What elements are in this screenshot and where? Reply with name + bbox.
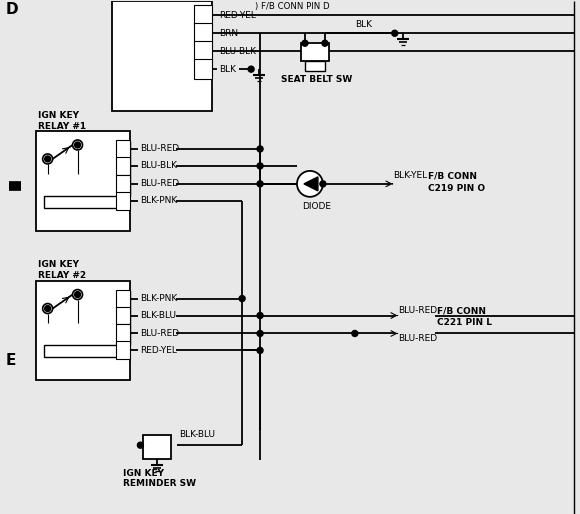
Bar [117,192,130,210]
Text: F/B CONN: F/B CONN [427,171,477,180]
Bar [118,290,130,345]
Circle shape [72,140,82,150]
Text: E: E [6,353,16,368]
Bar [44,345,118,357]
Text: BLU-RED: BLU-RED [398,334,437,343]
Circle shape [75,142,81,148]
Bar [117,140,130,158]
Circle shape [45,156,50,162]
Circle shape [297,171,323,197]
Circle shape [257,313,263,319]
Bar [194,5,212,25]
Text: BLK-PNK: BLK-PNK [140,196,177,205]
Text: F/B CONN: F/B CONN [437,306,485,315]
Text: BLU-RED: BLU-RED [398,306,437,315]
Text: BLU-RED: BLU-RED [140,144,180,154]
Circle shape [43,154,53,164]
Polygon shape [304,177,318,191]
Text: IGN KEY: IGN KEY [38,260,79,269]
Text: BLK-BLU: BLK-BLU [179,430,215,439]
Bar [117,175,130,193]
Text: BLK-YEL: BLK-YEL [393,171,427,180]
Bar [194,41,212,61]
Text: C221 PIN L: C221 PIN L [437,318,492,327]
Text: BLU-RED: BLU-RED [140,329,180,338]
Circle shape [45,305,50,311]
Circle shape [257,331,263,337]
Text: C219 PIN O: C219 PIN O [427,185,485,193]
Text: BRN: BRN [219,29,238,38]
Circle shape [257,347,263,354]
Bar [117,341,130,359]
Text: SEAT BELT SW: SEAT BELT SW [281,75,352,84]
Circle shape [320,181,326,187]
Circle shape [137,442,143,448]
Text: RED-YEL: RED-YEL [219,11,256,20]
Bar [194,23,212,43]
Text: BLK-BLU: BLK-BLU [140,311,176,320]
Circle shape [257,181,263,187]
Bar [117,157,130,175]
Circle shape [72,289,82,300]
Circle shape [257,163,263,169]
Text: IGN KEY: IGN KEY [124,469,165,478]
Bar [301,43,329,61]
Bar [117,289,130,307]
Bar [44,196,118,208]
Circle shape [322,40,328,46]
Text: RELAY #2: RELAY #2 [38,271,86,280]
Text: IGN KEY: IGN KEY [38,111,79,120]
Circle shape [248,66,254,72]
Text: RED-YEL: RED-YEL [140,346,177,355]
Circle shape [257,146,263,152]
Circle shape [302,40,308,46]
Text: RELAY #1: RELAY #1 [38,121,86,131]
Bar [143,435,171,459]
Bar [35,131,130,231]
Bar [113,2,212,111]
Text: BLK: BLK [355,20,372,29]
Text: D: D [6,2,19,17]
Bar [305,61,325,71]
Text: DIODE: DIODE [302,203,331,211]
Text: ) F/B CONN PIN D: ) F/B CONN PIN D [255,2,329,11]
Circle shape [75,291,81,298]
Text: BLU-RED: BLU-RED [140,179,180,188]
Circle shape [352,331,358,337]
Circle shape [392,30,398,36]
Bar [117,306,130,324]
Text: REMINDER SW: REMINDER SW [124,479,197,488]
Circle shape [43,304,53,314]
Circle shape [239,296,245,302]
Bar [35,281,130,380]
Text: BLU-BLK: BLU-BLK [219,47,256,56]
Text: BLK: BLK [219,65,236,74]
Bar [194,59,212,79]
Text: BLU-BLK: BLU-BLK [140,161,177,171]
Bar [117,324,130,342]
Bar [118,141,130,196]
Text: BLK-PNK: BLK-PNK [140,294,177,303]
